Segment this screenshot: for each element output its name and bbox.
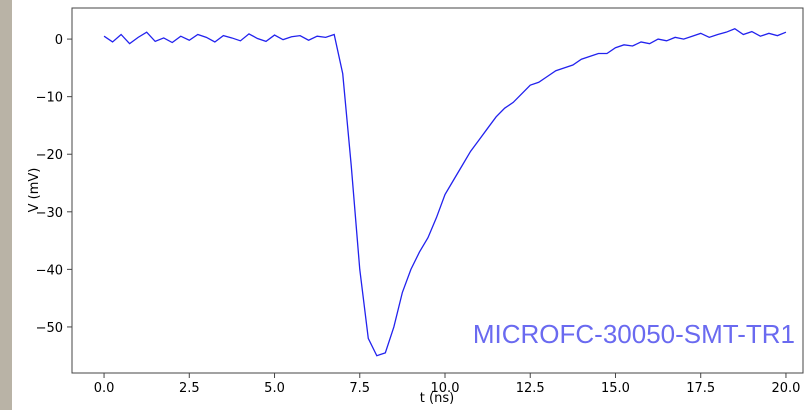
signal-line [103,27,787,357]
y-tick-label: −50 [36,321,63,336]
y-tick-label: 0 [55,33,63,48]
y-tick-label: −40 [36,263,63,278]
x-tick-label: 5.0 [264,381,285,396]
y-axis-label: V (mV) [27,168,42,213]
annotation: MICROFC-30050-SMT-TR1 [473,319,795,349]
x-tick-label: 0.0 [94,381,115,396]
x-tick-label: 2.5 [179,381,200,396]
background-photo-strip [0,0,12,410]
y-tick-label: −10 [36,91,63,106]
x-axis-label: t (ns) [420,391,454,406]
x-tick-label: 20.0 [771,381,800,396]
x-tick-label: 12.5 [516,381,545,396]
plot-frame [71,7,804,374]
y-tick-label: −30 [36,206,63,221]
x-tick-label: 7.5 [349,381,370,396]
x-tick-label: 15.0 [601,381,630,396]
x-tick-label: 17.5 [686,381,715,396]
x-tick-label: 10.0 [431,381,460,396]
y-tick-label: −20 [36,148,63,163]
